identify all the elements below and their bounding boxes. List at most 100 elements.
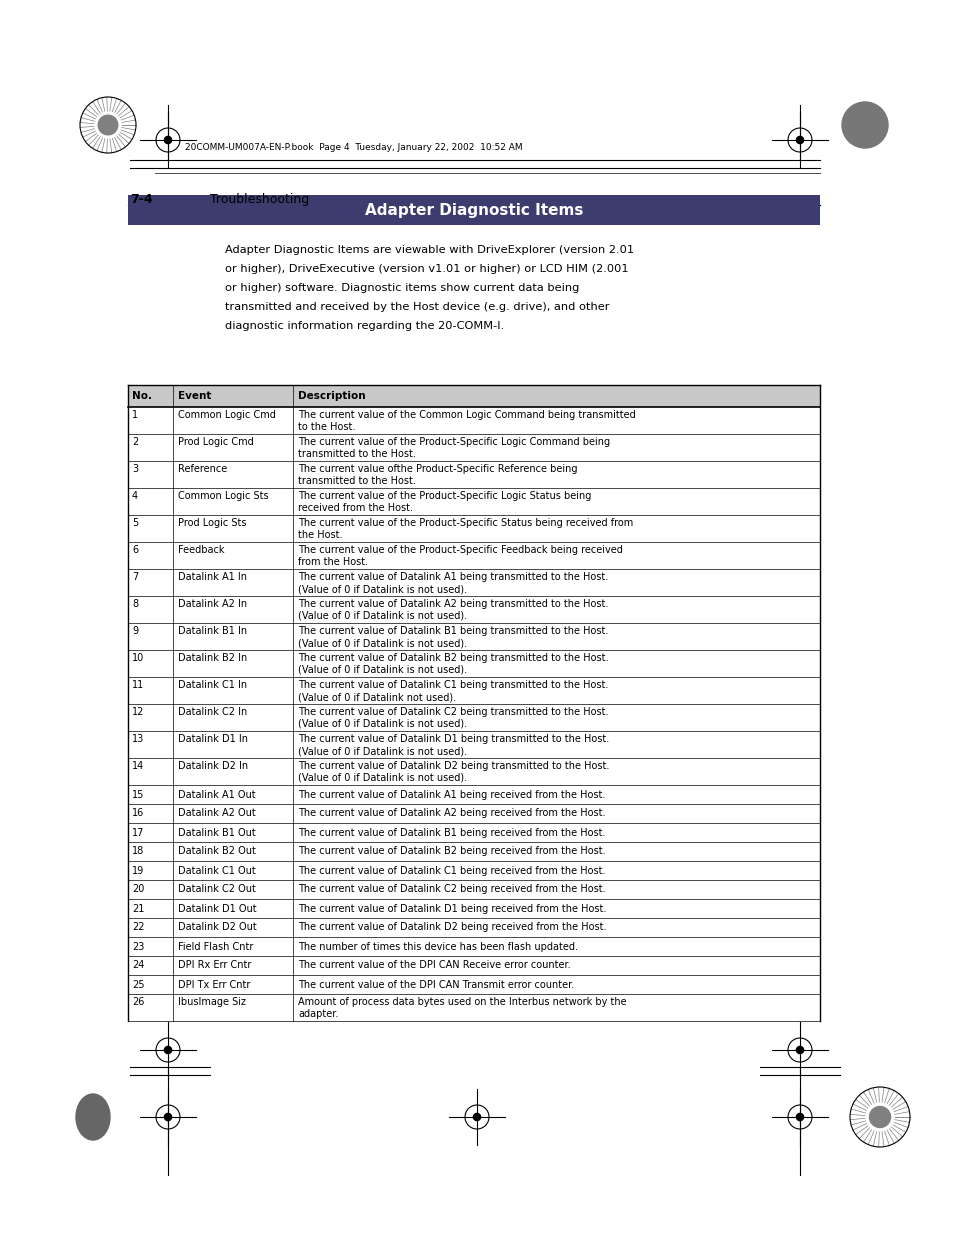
Text: The current value of Datalink B2 being received from the Host.: The current value of Datalink B2 being r…	[297, 846, 605, 857]
Text: Event: Event	[178, 391, 212, 401]
Text: 6: 6	[132, 545, 138, 555]
Text: 24: 24	[132, 961, 144, 971]
Text: No.: No.	[132, 391, 152, 401]
Text: 8: 8	[132, 599, 138, 609]
Text: 9: 9	[132, 626, 138, 636]
Text: 22: 22	[132, 923, 144, 932]
Text: the Host.: the Host.	[297, 530, 342, 540]
Text: (Value of 0 if Datalink is not used).: (Value of 0 if Datalink is not used).	[297, 638, 467, 648]
Text: Datalink B2 Out: Datalink B2 Out	[178, 846, 255, 857]
Text: 18: 18	[132, 846, 144, 857]
Text: The current value of Datalink B1 being transmitted to the Host.: The current value of Datalink B1 being t…	[297, 626, 608, 636]
Text: The current value ofthe Product-Specific Reference being: The current value ofthe Product-Specific…	[297, 464, 577, 474]
Text: (Value of 0 if Datalink is not used).: (Value of 0 if Datalink is not used).	[297, 584, 467, 594]
Text: The current value of the DPI CAN Receive error counter.: The current value of the DPI CAN Receive…	[297, 961, 570, 971]
Text: 16: 16	[132, 809, 144, 819]
Text: 13: 13	[132, 734, 144, 743]
Text: Common Logic Sts: Common Logic Sts	[178, 492, 269, 501]
Text: Prod Logic Cmd: Prod Logic Cmd	[178, 437, 253, 447]
Text: Datalink C2 In: Datalink C2 In	[178, 706, 247, 718]
Ellipse shape	[98, 115, 117, 135]
Text: Adapter Diagnostic Items are viewable with DriveExplorer (version 2.01: Adapter Diagnostic Items are viewable wi…	[225, 245, 634, 254]
Text: 1: 1	[132, 410, 138, 420]
Ellipse shape	[796, 1114, 802, 1120]
Bar	[128, 385, 820, 408]
Text: diagnostic information regarding the 20-COMM-I.: diagnostic information regarding the 20-…	[225, 321, 504, 331]
Text: 15: 15	[132, 789, 144, 799]
Text: received from the Host.: received from the Host.	[297, 503, 413, 513]
Text: 23: 23	[132, 941, 144, 951]
Text: (Value of 0 if Datalink is not used).: (Value of 0 if Datalink is not used).	[297, 773, 467, 783]
Text: Field Flash Cntr: Field Flash Cntr	[178, 941, 253, 951]
Text: The current value of the Product-Specific Logic Status being: The current value of the Product-Specifi…	[297, 492, 591, 501]
Text: Datalink A1 Out: Datalink A1 Out	[178, 789, 255, 799]
Text: 20COMM-UM007A-EN-P.book  Page 4  Tuesday, January 22, 2002  10:52 AM: 20COMM-UM007A-EN-P.book Page 4 Tuesday, …	[185, 143, 522, 152]
Text: Datalink A1 In: Datalink A1 In	[178, 572, 247, 582]
Text: or higher) software. Diagnostic items show current data being: or higher) software. Diagnostic items sh…	[225, 283, 578, 293]
Text: 21: 21	[132, 904, 144, 914]
Text: transmitted to the Host.: transmitted to the Host.	[297, 475, 416, 487]
Ellipse shape	[164, 1046, 172, 1053]
Ellipse shape	[164, 1114, 172, 1120]
Text: (Value of 0 if Datalink is not used).: (Value of 0 if Datalink is not used).	[297, 746, 467, 756]
Text: The current value of Datalink D2 being received from the Host.: The current value of Datalink D2 being r…	[297, 923, 606, 932]
Text: (Value of 0 if Datalink is not used).: (Value of 0 if Datalink is not used).	[297, 719, 467, 729]
Text: Adapter Diagnostic Items: Adapter Diagnostic Items	[364, 203, 582, 217]
Text: Datalink B1 Out: Datalink B1 Out	[178, 827, 255, 837]
Text: Datalink C2 Out: Datalink C2 Out	[178, 884, 255, 894]
Text: Prod Logic Sts: Prod Logic Sts	[178, 517, 246, 529]
Text: Troubleshooting: Troubleshooting	[210, 193, 309, 206]
Text: The current value of Datalink A1 being received from the Host.: The current value of Datalink A1 being r…	[297, 789, 605, 799]
Text: The number of times this device has been flash updated.: The number of times this device has been…	[297, 941, 578, 951]
Text: The current value of Datalink B1 being received from the Host.: The current value of Datalink B1 being r…	[297, 827, 605, 837]
Ellipse shape	[796, 1046, 802, 1053]
Text: 4: 4	[132, 492, 138, 501]
Text: Datalink D1 In: Datalink D1 In	[178, 734, 248, 743]
Text: The current value of Datalink C2 being received from the Host.: The current value of Datalink C2 being r…	[297, 884, 605, 894]
Text: IbusImage Siz: IbusImage Siz	[178, 997, 246, 1007]
Text: transmitted and received by the Host device (e.g. drive), and other: transmitted and received by the Host dev…	[225, 303, 609, 312]
Text: The current value of Datalink C2 being transmitted to the Host.: The current value of Datalink C2 being t…	[297, 706, 608, 718]
Text: 14: 14	[132, 761, 144, 771]
Text: 10: 10	[132, 653, 144, 663]
Text: Description: Description	[297, 391, 365, 401]
Text: Datalink C1 In: Datalink C1 In	[178, 680, 247, 690]
Text: from the Host.: from the Host.	[297, 557, 368, 567]
Text: The current value of the Product-Specific Logic Command being: The current value of the Product-Specifi…	[297, 437, 610, 447]
Ellipse shape	[868, 1107, 889, 1128]
Text: (Value of 0 if Datalink is not used).: (Value of 0 if Datalink is not used).	[297, 611, 467, 621]
Text: Datalink A2 In: Datalink A2 In	[178, 599, 247, 609]
Text: Datalink D1 Out: Datalink D1 Out	[178, 904, 256, 914]
Text: 17: 17	[132, 827, 144, 837]
Ellipse shape	[841, 103, 887, 148]
Text: The current value of the Product-Specific Feedback being received: The current value of the Product-Specifi…	[297, 545, 622, 555]
Text: DPI Rx Err Cntr: DPI Rx Err Cntr	[178, 961, 251, 971]
Text: Amount of process data bytes used on the Interbus network by the: Amount of process data bytes used on the…	[297, 997, 626, 1007]
Bar	[128, 195, 820, 225]
Ellipse shape	[796, 136, 802, 143]
Text: The current value of Datalink B2 being transmitted to the Host.: The current value of Datalink B2 being t…	[297, 653, 608, 663]
Text: The current value of Datalink C1 being transmitted to the Host.: The current value of Datalink C1 being t…	[297, 680, 608, 690]
Text: Reference: Reference	[178, 464, 227, 474]
Text: Datalink D2 Out: Datalink D2 Out	[178, 923, 256, 932]
Text: adapter.: adapter.	[297, 1009, 338, 1019]
Text: The current value of Datalink C1 being received from the Host.: The current value of Datalink C1 being r…	[297, 866, 605, 876]
Text: transmitted to the Host.: transmitted to the Host.	[297, 450, 416, 459]
Text: The current value of Datalink D2 being transmitted to the Host.: The current value of Datalink D2 being t…	[297, 761, 609, 771]
Text: 19: 19	[132, 866, 144, 876]
Text: Datalink B1 In: Datalink B1 In	[178, 626, 247, 636]
Text: Common Logic Cmd: Common Logic Cmd	[178, 410, 275, 420]
Text: 3: 3	[132, 464, 138, 474]
Text: (Value of 0 if Datalink is not used).: (Value of 0 if Datalink is not used).	[297, 664, 467, 676]
Text: 2: 2	[132, 437, 138, 447]
Text: 12: 12	[132, 706, 144, 718]
Ellipse shape	[164, 136, 172, 143]
Text: 5: 5	[132, 517, 138, 529]
Text: The current value of Datalink A1 being transmitted to the Host.: The current value of Datalink A1 being t…	[297, 572, 608, 582]
Ellipse shape	[76, 1094, 110, 1140]
Text: Datalink B2 In: Datalink B2 In	[178, 653, 247, 663]
Text: Datalink A2 Out: Datalink A2 Out	[178, 809, 255, 819]
Text: The current value of the DPI CAN Transmit error counter.: The current value of the DPI CAN Transmi…	[297, 979, 574, 989]
Text: to the Host.: to the Host.	[297, 422, 355, 432]
Text: 26: 26	[132, 997, 144, 1007]
